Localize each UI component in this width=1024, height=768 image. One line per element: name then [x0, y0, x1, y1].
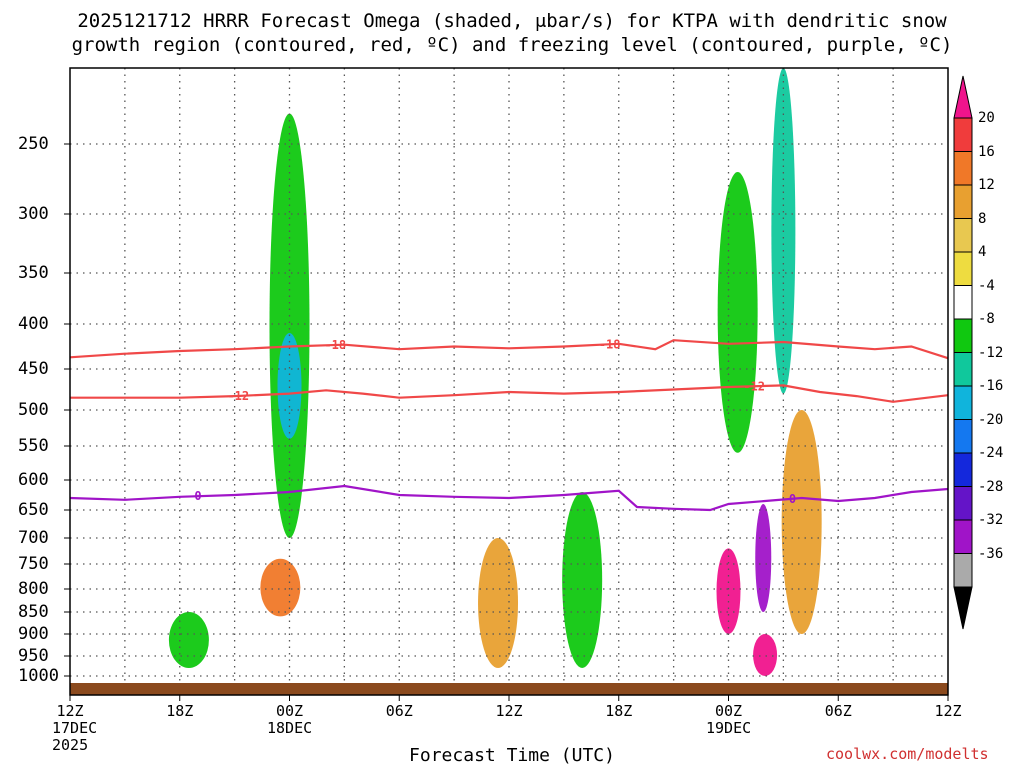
y-tick-label-600: 600: [18, 470, 49, 490]
omega-region-4: [717, 172, 758, 453]
x-tick-label-4-line1: 12Z: [495, 702, 523, 720]
omega-region-3: [562, 492, 603, 668]
colorbar-swatch-14: [953, 553, 973, 588]
y-tick-label-900: 900: [18, 624, 49, 644]
colorbar-label-10: -24: [978, 445, 1004, 461]
colorbar-swatch-12: [953, 486, 973, 521]
colorbar-label-5: -4: [978, 277, 995, 294]
contour-label-dendritic-18C-0: -18: [324, 338, 346, 352]
x-tick-label-2-line1: 00Z: [276, 702, 304, 720]
chart-title-line1: 2025121712 HRRR Forecast Omega (shaded, …: [77, 10, 947, 32]
colorbar-swatch-13: [953, 519, 973, 554]
y-tick-label-1000: 1000: [18, 666, 59, 686]
omega-region-2: [168, 612, 209, 668]
x-tick-label-6-line1: 00Z: [715, 702, 743, 720]
y-tick-label-950: 950: [18, 646, 49, 666]
colorbar-label-0: 20: [978, 110, 995, 126]
contour-label-freezing-level-0C-0: 0: [194, 489, 201, 503]
colorbar-label-7: -12: [978, 344, 1004, 361]
omega-region-6: [755, 504, 772, 612]
colorbar-swatch-1: [953, 117, 973, 152]
y-tick-label-350: 350: [18, 263, 49, 283]
colorbar-label-8: -16: [978, 378, 1004, 394]
x-tick-label-0-line1: 12Z: [56, 702, 84, 720]
omega-region-9: [260, 558, 301, 617]
x-tick-label-0-line2: 17DEC: [52, 719, 98, 737]
colorbar-label-9: -20: [978, 411, 1004, 428]
colorbar-label-3: 8: [978, 210, 987, 227]
y-tick-label-800: 800: [18, 579, 49, 599]
x-tick-label-3-line1: 06Z: [385, 702, 413, 720]
omega-region-11: [781, 410, 822, 634]
omega-shaded-regions: [168, 68, 822, 676]
x-tick-label-8-line1: 12Z: [934, 702, 962, 720]
colorbar-label-13: -36: [978, 545, 1004, 562]
colorbar-label-12: -32: [978, 512, 1004, 528]
contour-freezing-level-0C: [69, 484, 949, 512]
y-tick-label-500: 500: [18, 400, 49, 420]
axis-ticks: [64, 143, 949, 701]
x-tick-label-5-line1: 18Z: [605, 702, 633, 720]
y-tick-label-550: 550: [18, 436, 49, 456]
x-axis-title: Forecast Time (UTC): [409, 745, 615, 766]
omega-region-10: [478, 538, 519, 668]
x-tick-label-0-line3: 2025: [52, 736, 89, 754]
contour-lines: -18 -18 -12 -12 0 0: [69, 337, 949, 512]
colorbar-swatch-7: [953, 318, 973, 353]
colorbar-label-1: 16: [978, 143, 995, 160]
contour-label-dendritic-12C-1: -12: [743, 379, 765, 393]
y-tick-label-450: 450: [18, 359, 49, 379]
x-tick-label-6-line2: 19DEC: [706, 719, 752, 737]
colorbar-swatch-10: [953, 419, 973, 454]
credit-link[interactable]: coolwx.com/modelts: [826, 745, 989, 763]
contour-dendritic-12C: [70, 384, 949, 403]
y-tick-label-400: 400: [18, 314, 49, 334]
y-tick-label-850: 850: [18, 602, 49, 622]
omega-region-8: [753, 634, 778, 676]
colorbar-label-2: 12: [978, 177, 995, 193]
colorbar-swatch-2: [953, 151, 973, 186]
chart-title-line2: growth region (contoured, red, ºC) and f…: [71, 34, 953, 56]
colorbar-top-arrow: [953, 75, 973, 119]
x-tick-label-2-line2: 18DEC: [267, 719, 313, 737]
colorbar-label-6: -8: [978, 311, 995, 327]
ground-bar: [70, 683, 948, 695]
colorbar-swatch-6: [953, 285, 973, 320]
colorbar-swatch-5: [953, 251, 973, 286]
contour-label-dendritic-18C-1: -18: [599, 337, 621, 351]
contour-label-dendritic-12C-0: -12: [227, 389, 249, 403]
y-tick-label-300: 300: [18, 204, 49, 224]
colorbar-swatch-11: [953, 452, 973, 487]
colorbar-swatch-4: [953, 218, 973, 253]
colorbar-swatch-3: [953, 184, 973, 219]
y-tick-label-750: 750: [18, 554, 49, 574]
colorbar: [953, 75, 973, 630]
y-tick-label-700: 700: [18, 528, 49, 548]
x-tick-label-7-line1: 06Z: [824, 702, 852, 720]
x-tick-label-1-line1: 18Z: [166, 702, 194, 720]
omega-region-0: [269, 113, 310, 539]
colorbar-swatch-8: [953, 352, 973, 387]
colorbar-swatch-9: [953, 385, 973, 420]
colorbar-label-11: -28: [978, 478, 1004, 495]
y-tick-label-250: 250: [18, 134, 49, 154]
y-tick-label-650: 650: [18, 500, 49, 520]
colorbar-label-4: 4: [978, 244, 987, 260]
omega-region-1: [277, 333, 302, 439]
contour-dendritic-18C: [69, 339, 949, 360]
colorbar-bottom-arrow: [953, 586, 973, 630]
contour-label-freezing-level-0C-1: 0: [789, 492, 796, 506]
